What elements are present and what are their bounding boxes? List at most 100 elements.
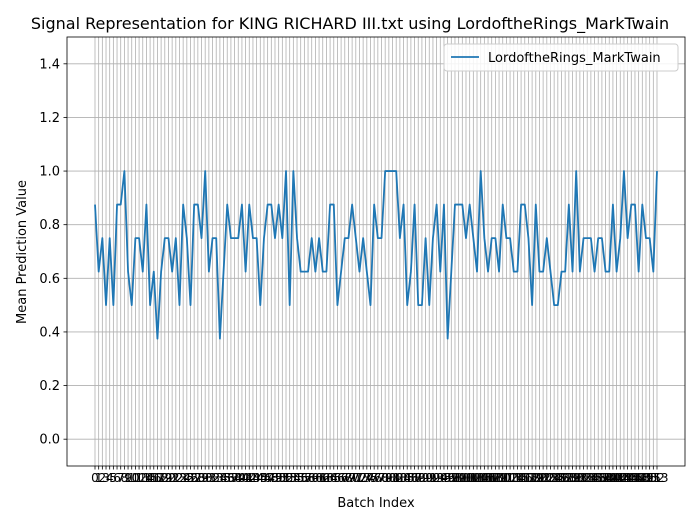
x-tick-label: 99: [451, 471, 466, 485]
y-tick-label: 0.8: [39, 218, 60, 233]
plot-area-frame: [66, 36, 686, 467]
x-tick-label: 103: [462, 471, 485, 485]
x-tick-label: 104: [466, 471, 489, 485]
x-tick-label: 29: [194, 471, 209, 485]
y-axis-label: Mean Prediction Value: [15, 180, 30, 324]
x-tick-label: 0: [91, 471, 99, 485]
x-tick-label: 90: [418, 471, 433, 485]
x-tick-label: 62: [315, 471, 330, 485]
x-tick-label: 76: [367, 471, 382, 485]
x-tick-label: 127: [550, 471, 573, 485]
x-tick-label: 130: [561, 471, 584, 485]
x-tick-label: 100: [451, 471, 474, 485]
x-tick-label: 120: [524, 471, 547, 485]
x-tick-label: 65: [326, 471, 341, 485]
y-tick-label: 0.2: [39, 379, 60, 394]
x-tick-label: 121: [528, 471, 551, 485]
x-tick-label: 79: [378, 471, 393, 485]
x-tick-label: 37: [223, 471, 238, 485]
x-tick-label: 118: [517, 471, 540, 485]
x-tick-label: 85: [400, 471, 415, 485]
x-tick-label: 70: [344, 471, 359, 485]
x-tick-label: 42: [242, 471, 257, 485]
x-tick-label: 43: [245, 471, 260, 485]
x-tick-label: 74: [359, 471, 374, 485]
x-tick-label: 78: [374, 471, 389, 485]
x-tick-label: 95: [436, 471, 451, 485]
y-axis: 0.0 0.2 0.4 0.6 0.8 1.0 1.2 1.4: [39, 57, 67, 448]
x-tick-label: 3: [102, 471, 110, 485]
x-tick-label: 44: [249, 471, 264, 485]
x-tick-label: 13: [135, 471, 150, 485]
x-tick-label: 50: [271, 471, 286, 485]
x-tick-label: 112: [495, 471, 518, 485]
x-tick-label: 38: [227, 471, 242, 485]
legend: LordoftheRings_MarkTwain: [443, 43, 679, 72]
x-tick-label: 23: [172, 471, 187, 485]
x-tick-label: 46: [256, 471, 271, 485]
x-tick-label: 16: [146, 471, 161, 485]
x-tick-label: 11: [128, 471, 143, 485]
x-tick-label: 113: [499, 471, 522, 485]
x-tick-label: 124: [539, 471, 562, 485]
x-tick-label: 108: [480, 471, 503, 485]
x-tick-label: 81: [385, 471, 400, 485]
x-tick-label: 27: [187, 471, 202, 485]
x-axis: 0123456789101112131415161718192021222324…: [91, 466, 668, 485]
x-tick-label: 24: [176, 471, 191, 485]
x-tick-label: 107: [477, 471, 500, 485]
x-tick-label: 137: [587, 471, 610, 485]
x-tick-label: 52: [278, 471, 293, 485]
x-tick-label: 94: [433, 471, 448, 485]
x-tick-label: 148: [627, 471, 650, 485]
x-tick-label: 28: [190, 471, 205, 485]
x-tick-label: 59: [304, 471, 319, 485]
series-line-lordoftherings-marktwain: [94, 170, 658, 340]
x-tick-label: 55: [289, 471, 304, 485]
x-tick-label: 68: [337, 471, 352, 485]
x-tick-label: 71: [348, 471, 363, 485]
x-tick-label: 101: [455, 471, 478, 485]
x-tick-label: 18: [153, 471, 168, 485]
x-tick-label: 5: [110, 471, 118, 485]
x-tick-label: 21: [164, 471, 179, 485]
x-tick-label: 36: [220, 471, 235, 485]
x-tick-label: 93: [429, 471, 444, 485]
x-tick-label: 138: [590, 471, 613, 485]
x-tick-label: 96: [440, 471, 455, 485]
x-tick-label: 111: [491, 471, 514, 485]
x-tick-label: 135: [579, 471, 602, 485]
x-tick-label: 145: [616, 471, 639, 485]
x-tick-label: 126: [546, 471, 569, 485]
x-tick-label: 66: [330, 471, 345, 485]
x-tick-label: 110: [488, 471, 511, 485]
legend-label: LordoftheRings_MarkTwain: [488, 51, 661, 66]
legend-box: [443, 43, 679, 72]
x-tick-label: 41: [238, 471, 253, 485]
x-tick-label: 34: [212, 471, 227, 485]
x-tick-label: 14: [139, 471, 154, 485]
x-tick-label: 115: [506, 471, 529, 485]
y-tick-label: 1.2: [39, 111, 60, 126]
x-tick-label: 129: [557, 471, 580, 485]
x-tick-label: 134: [576, 471, 599, 485]
x-tick-label: 25: [179, 471, 194, 485]
x-tick-label: 152: [642, 471, 665, 485]
x-tick-label: 56: [293, 471, 308, 485]
x-tick-label: 88: [411, 471, 426, 485]
x-tick-label: 47: [260, 471, 275, 485]
x-tick-label: 92: [425, 471, 440, 485]
x-tick-label: 49: [267, 471, 282, 485]
x-tick-label: 31: [201, 471, 216, 485]
x-tick-label: 12: [131, 471, 146, 485]
y-tick-label: 0.6: [39, 272, 60, 287]
x-tick-label: 116: [510, 471, 533, 485]
x-tick-label: 86: [403, 471, 418, 485]
x-tick-label: 10: [124, 471, 139, 485]
x-tick-label: 133: [572, 471, 595, 485]
x-tick-label: 83: [392, 471, 407, 485]
x-tick-label: 119: [521, 471, 544, 485]
x-tick-label: 75: [363, 471, 378, 485]
x-tick-label: 63: [319, 471, 334, 485]
